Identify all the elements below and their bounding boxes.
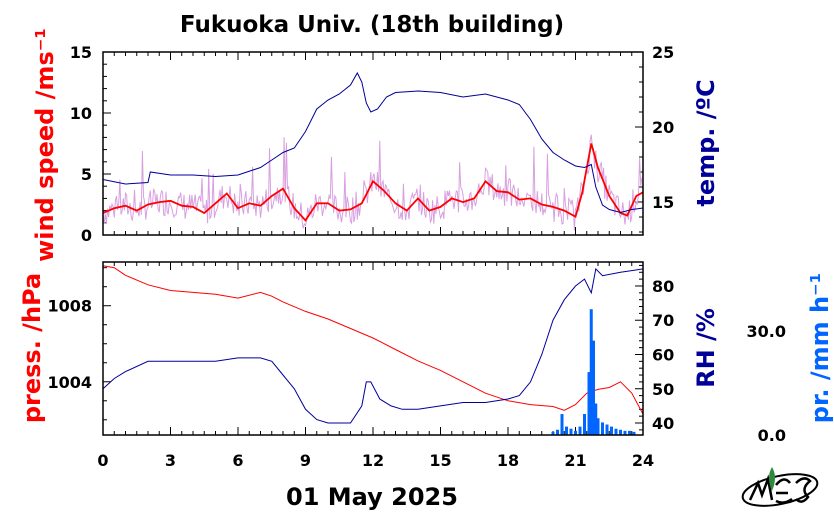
precipitation-bar (592, 340, 595, 435)
date-label: 01 May 2025 (286, 483, 458, 511)
wind-speed-line (102, 143, 644, 222)
precipitation-bar (632, 431, 636, 435)
humidity-axis-label: RH /% (692, 308, 720, 388)
precipitation-bar (614, 428, 618, 435)
temperature-line (102, 71, 644, 214)
precipitation-bar (628, 430, 631, 435)
precipitation-bar (623, 430, 627, 435)
y-tick-label: 0 (81, 226, 92, 245)
x-tick-label: 9 (300, 451, 311, 470)
precipitation-bar (551, 431, 555, 435)
precipitation-bar (569, 428, 573, 435)
bottom-series (102, 265, 644, 435)
precipitation-bar (587, 372, 591, 435)
y-tick-label: 1008 (47, 297, 92, 316)
y-tick-label: 70 (652, 311, 674, 330)
temperature-axis-label: temp. /ºC (692, 79, 720, 206)
precipitation-axis-label: pr. /mm h⁻¹ (806, 273, 834, 423)
precipitation-bar (583, 414, 586, 435)
y-tick-label: 5 (81, 165, 92, 184)
y-tick-label: 15 (70, 43, 92, 62)
precipitation-bar (610, 426, 613, 435)
precipitation-bar (601, 422, 604, 435)
x-tick-label: 0 (97, 451, 108, 470)
y-tick-label: 0.0 (758, 426, 786, 445)
precipitation-bar (605, 424, 609, 435)
pressure-axis-label: press. /hPa (18, 273, 46, 423)
x-tick-labels: 0 3 6 9 12 15 18 21 24 (97, 451, 654, 470)
precipitation-bar (578, 426, 582, 435)
x-tick-label: 18 (497, 451, 519, 470)
x-tick-label: 3 (165, 451, 176, 470)
precipitation-bar (589, 309, 593, 435)
chart-title: Fukuoka Univ. (18th building) (180, 12, 564, 38)
precipitation-bar (556, 429, 559, 435)
x-tick-label: 6 (232, 451, 243, 470)
x-tick-label: 24 (632, 451, 654, 470)
top-panel: 0 5 10 15 15 20 25 wind speed /ms⁻¹ temp. /ºC (31, 28, 720, 262)
top-series (102, 71, 644, 231)
pressure-line (102, 265, 644, 415)
y-tick-label: 15 (652, 193, 674, 212)
precipitation-bar (560, 414, 564, 435)
bottom-plot-frame (102, 261, 644, 436)
rain-tick-labels: 0.0 30.0 (747, 322, 786, 445)
y-tick-label: 30.0 (747, 322, 786, 341)
y-tick-label: 80 (652, 277, 674, 296)
y-tick-label: 40 (652, 414, 674, 433)
y-tick-label: 1004 (47, 373, 92, 392)
precipitation-bar (619, 429, 622, 435)
precipitation-bar (574, 430, 577, 435)
bottom-panel: 1004 1008 40 50 60 70 80 0.0 30.0 0 3 6 9 12 15 18 21… (18, 261, 834, 470)
top-ticks (102, 51, 644, 236)
precipitation-bar (565, 426, 568, 435)
top-right-tick-labels: 15 20 25 (652, 43, 674, 212)
y-tick-label: 50 (652, 380, 674, 399)
y-tick-label: 60 (652, 345, 674, 364)
institution-logo (741, 467, 819, 507)
x-tick-label: 21 (564, 451, 586, 470)
bottom-left-tick-labels: 1004 1008 (47, 297, 92, 392)
y-tick-label: 25 (652, 43, 674, 62)
precipitation-bar (596, 418, 600, 435)
wind-speed-axis-label: wind speed /ms⁻¹ (31, 28, 59, 262)
humidity-line (102, 267, 644, 424)
y-tick-label: 20 (652, 118, 674, 137)
x-tick-label: 12 (362, 451, 384, 470)
precipitation-bar (594, 403, 598, 435)
y-tick-label: 10 (70, 104, 92, 123)
x-tick-label: 15 (429, 451, 451, 470)
top-plot-frame (102, 51, 644, 236)
bottom-right-tick-labels: 40 50 60 70 80 (652, 277, 674, 433)
top-left-tick-labels: 0 5 10 15 (70, 43, 92, 245)
